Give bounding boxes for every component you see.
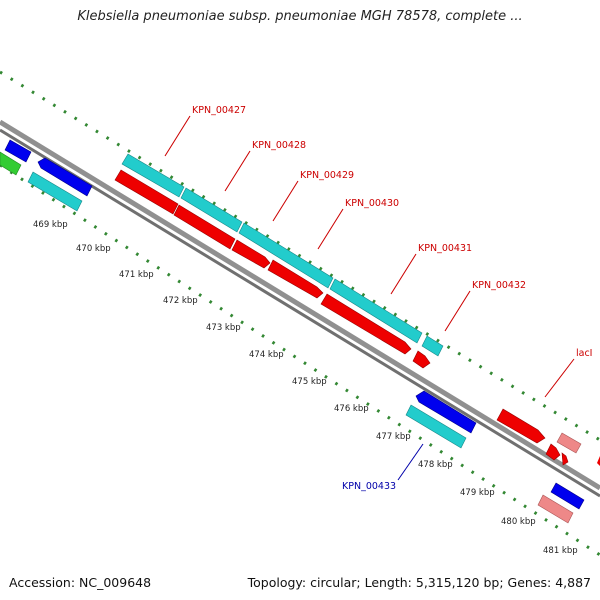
inner-tick-ring bbox=[0, 163, 600, 557]
gene-label[interactable]: KPN_00430 bbox=[345, 198, 399, 209]
tick-label: 471 kbp bbox=[119, 270, 154, 280]
pseudo-feature[interactable] bbox=[556, 432, 582, 454]
tick-label: 470 kbp bbox=[76, 244, 111, 254]
cds-feature[interactable] bbox=[173, 204, 236, 250]
leader-line bbox=[164, 115, 191, 157]
cds-reverse-feature[interactable] bbox=[415, 390, 477, 434]
leader-line bbox=[444, 290, 471, 332]
cds-feature[interactable] bbox=[597, 456, 600, 466]
tick-label: 473 kbp bbox=[206, 323, 241, 333]
leader-line bbox=[272, 180, 299, 222]
pseudo-feature[interactable] bbox=[537, 494, 574, 524]
gene-label[interactable]: KPN_00432 bbox=[472, 280, 526, 291]
leader-line bbox=[390, 253, 417, 295]
leader-line bbox=[317, 208, 344, 250]
tick-label: 476 kbp bbox=[334, 404, 369, 414]
tick-label: 481 kbp bbox=[543, 546, 578, 556]
gene-label[interactable]: KPN_00433 bbox=[342, 481, 396, 492]
gene-feature[interactable] bbox=[238, 222, 334, 289]
cds-feature[interactable] bbox=[561, 452, 569, 466]
cds-reverse-feature[interactable] bbox=[550, 482, 585, 510]
cds-reverse-feature[interactable] bbox=[37, 157, 93, 197]
gene-feature[interactable] bbox=[329, 278, 423, 344]
tick-label: 479 kbp bbox=[460, 488, 495, 498]
gene-label[interactable]: KPN_00427 bbox=[192, 105, 246, 116]
gene-label[interactable]: KPN_00429 bbox=[300, 170, 354, 181]
tick-label: 478 kbp bbox=[418, 460, 453, 470]
backbone-inner bbox=[0, 128, 600, 498]
gene-feature[interactable] bbox=[27, 171, 83, 212]
tick-label: 474 kbp bbox=[249, 350, 284, 360]
topology-summary: Topology: circular; Length: 5,315,120 bp… bbox=[247, 575, 591, 590]
gene-feature[interactable] bbox=[121, 153, 185, 198]
gene-feature[interactable] bbox=[421, 335, 444, 357]
leader-line bbox=[544, 358, 575, 398]
outer-tick-ring bbox=[0, 70, 600, 442]
gene-feature[interactable] bbox=[405, 404, 467, 449]
other-feature[interactable] bbox=[0, 151, 22, 176]
cds-feature[interactable] bbox=[412, 350, 431, 369]
tick-label: 469 kbp bbox=[33, 220, 68, 230]
gene-label[interactable]: KPN_00428 bbox=[252, 140, 306, 151]
tick-label: 480 kbp bbox=[501, 517, 536, 527]
gene-feature[interactable] bbox=[180, 187, 243, 233]
cds-feature[interactable] bbox=[267, 259, 324, 299]
cds-feature[interactable] bbox=[320, 293, 412, 355]
tick-label: 477 kbp bbox=[376, 432, 411, 442]
tick-label: 475 kbp bbox=[292, 377, 327, 387]
cds-feature[interactable] bbox=[114, 169, 179, 215]
map-title: Klebsiella pneumoniae subsp. pneumoniae … bbox=[77, 9, 523, 24]
gene-label[interactable]: lacI bbox=[576, 348, 593, 359]
tick-label: 472 kbp bbox=[163, 296, 198, 306]
cds-feature[interactable] bbox=[231, 239, 271, 269]
leader-line bbox=[397, 443, 424, 481]
cds-reverse-feature[interactable] bbox=[4, 139, 32, 163]
cds-feature[interactable] bbox=[496, 408, 546, 444]
cds-feature[interactable] bbox=[545, 443, 561, 461]
leader-line bbox=[224, 150, 251, 192]
accession-text: Accession: NC_009648 bbox=[9, 575, 152, 590]
backbone-outer bbox=[0, 119, 600, 491]
gene-label[interactable]: KPN_00431 bbox=[418, 243, 472, 254]
